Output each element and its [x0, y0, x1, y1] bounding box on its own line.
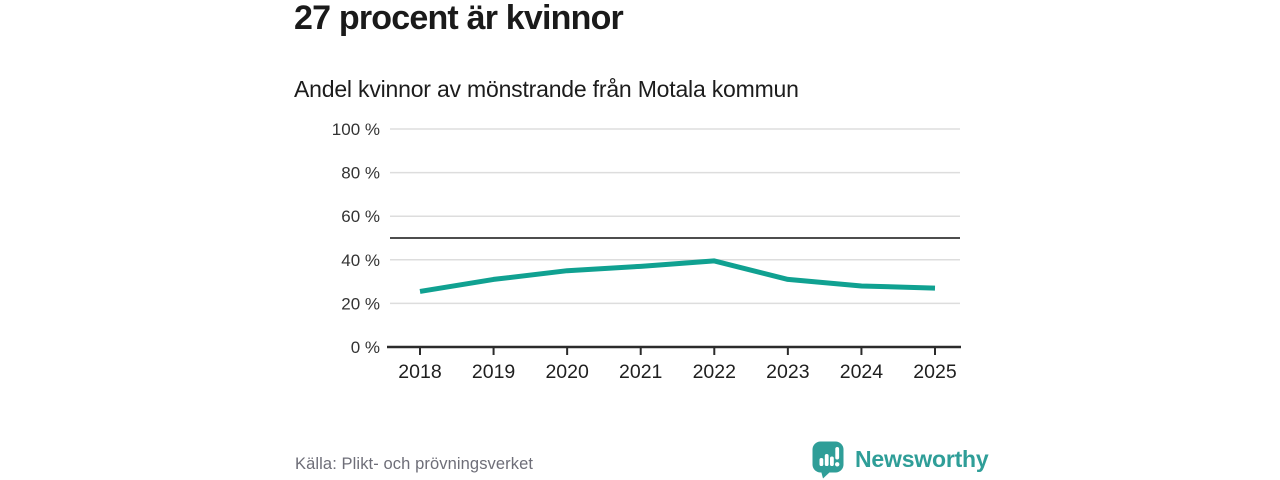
x-axis-label: 2024: [840, 361, 884, 383]
x-axis-label: 2023: [766, 361, 809, 383]
chart-title: 27 procent är kvinnor: [294, 0, 624, 37]
y-axis-label: 100 %: [332, 120, 380, 139]
y-axis-label: 20 %: [341, 294, 380, 313]
y-axis-label: 0 %: [351, 338, 380, 357]
x-axis-label: 2021: [619, 361, 662, 383]
x-axis-label: 2020: [545, 361, 589, 383]
source-note: Källa: Plikt- och prövningsverket: [295, 455, 534, 473]
y-axis-label: 60 %: [341, 207, 380, 226]
y-axis-label: 80 %: [341, 164, 380, 183]
x-axis-label: 2019: [472, 361, 515, 383]
data-series-line: [419, 258, 936, 294]
newsworthy-logo: Newsworthy: [810, 440, 989, 479]
x-axis-label: 2022: [693, 361, 736, 383]
newsworthy-speech-bubble-bar-chart-icon: [812, 441, 844, 479]
line-chart: 0 % 20 % 40 % 60 % 80 % 100 % 2018 2019 2020 2021…: [332, 120, 961, 383]
x-axis-label: 2025: [913, 361, 957, 383]
y-axis-label: 40 %: [341, 251, 380, 270]
chart-subtitle: Andel kvinnor av mönstrande från Motala …: [294, 76, 799, 102]
x-axis-label: 2018: [398, 361, 441, 383]
newsworthy-logo-text: Newsworthy: [855, 446, 989, 472]
